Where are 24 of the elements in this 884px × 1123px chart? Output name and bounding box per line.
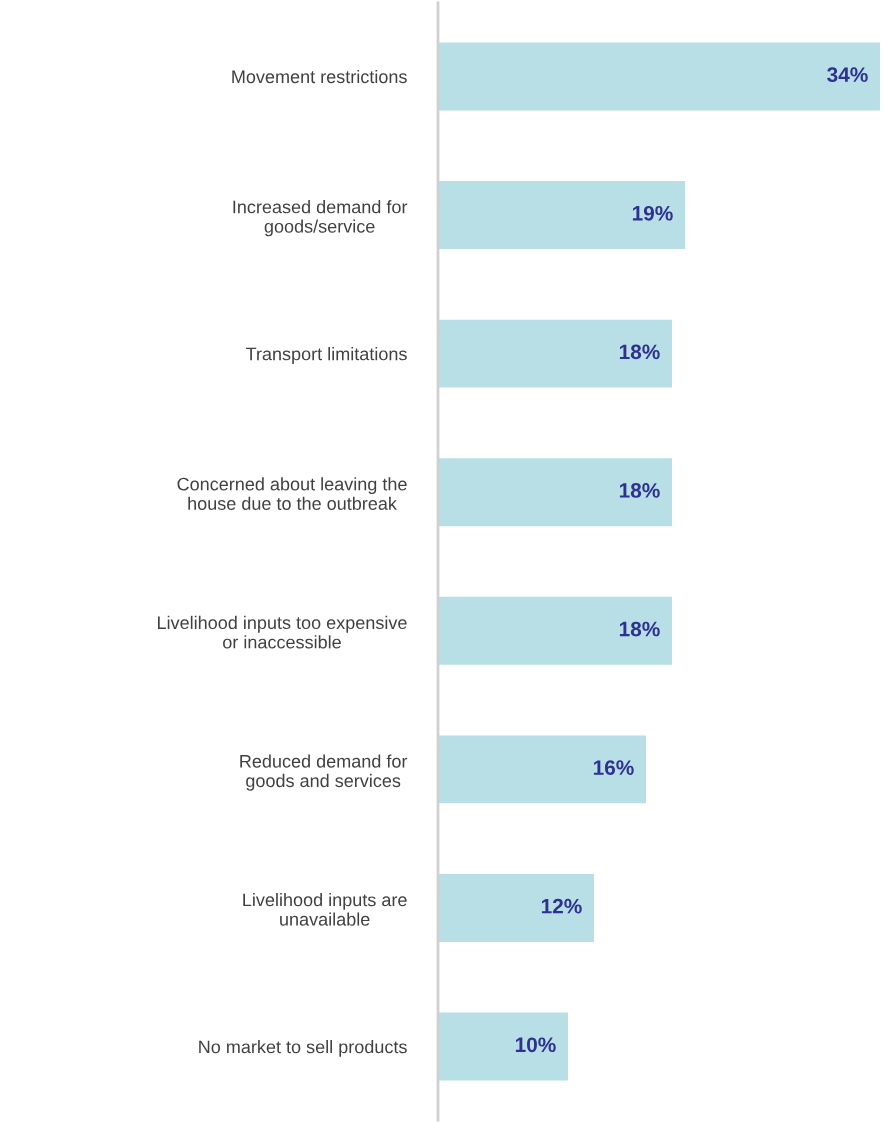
data-label: 10% [515,1037,556,1053]
y-tick-label: Livelihood inputs too expensive or inaccessible [158,615,407,649]
data-label: 18% [619,344,660,360]
bar [438,319,672,388]
y-tick-label: Reduced demand for goods and services [240,754,408,791]
bar [438,596,672,665]
data-label: 16% [593,760,634,775]
bar [438,874,594,942]
y-tick-label: No market to sell products [199,1040,407,1057]
bar [438,735,646,804]
y-tick-label: Concerned about leaving the house due to the outbreak [177,477,407,510]
y-tick-label: Transport limitations [245,347,407,364]
data-label: 34% [827,67,868,83]
data-label: 18% [619,483,660,498]
bar [438,181,685,249]
data-label: 19% [632,205,673,221]
y-tick-label: Movement restrictions [232,69,407,84]
bar [438,42,880,111]
bar [438,1012,568,1081]
y-tick-label: Increased demand for goods/service [233,200,408,237]
data-label: 12% [541,898,582,914]
y-tick-label: Livelihood inputs are unavailable [243,893,407,926]
bar [438,458,672,527]
data-label: 18% [619,621,660,637]
